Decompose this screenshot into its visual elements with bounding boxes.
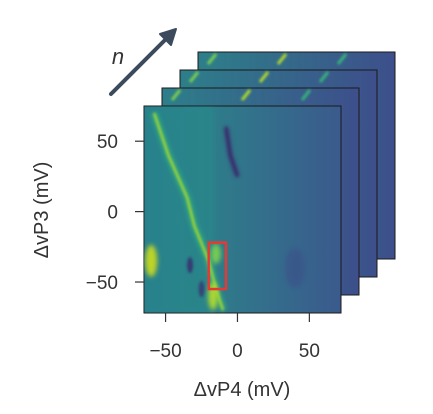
y-tick-label: 0 — [107, 203, 118, 224]
layer-streak — [188, 71, 200, 83]
x-axis-title: ΔvP4 (mV) — [194, 379, 291, 401]
layer-streak — [240, 89, 252, 101]
x-tick-label: 0 — [232, 341, 243, 362]
dark-spot — [198, 281, 205, 298]
highlight-box — [207, 241, 228, 291]
bright-spot-left — [145, 244, 158, 277]
layer-streak — [318, 71, 330, 83]
y-axis-ticks: 50 0 −50 — [86, 132, 144, 294]
y-axis-title: ΔvP3 (mV) — [31, 162, 53, 259]
x-axis-ticks: −50 0 50 — [149, 313, 320, 362]
layer-streak — [276, 53, 288, 65]
dark-spot — [187, 257, 194, 274]
y-tick-label: 50 — [97, 132, 118, 153]
y-tick-label: −50 — [86, 273, 118, 294]
layer-streak — [258, 71, 270, 83]
x-tick-label: −50 — [149, 341, 181, 362]
layer-streak — [300, 89, 312, 101]
layer-streak — [206, 53, 218, 65]
dark-region-right — [284, 247, 305, 288]
bright-spot-upper — [210, 243, 221, 264]
transition-line-center — [225, 126, 239, 177]
stack-direction-arrow — [109, 28, 177, 96]
x-tick-label: 50 — [299, 341, 320, 362]
stack-index-label: n — [112, 44, 124, 69]
layer-streak — [336, 53, 348, 65]
front-heatmap-panel — [143, 105, 342, 314]
layer-streak — [170, 89, 182, 101]
teal-band — [144, 106, 214, 313]
